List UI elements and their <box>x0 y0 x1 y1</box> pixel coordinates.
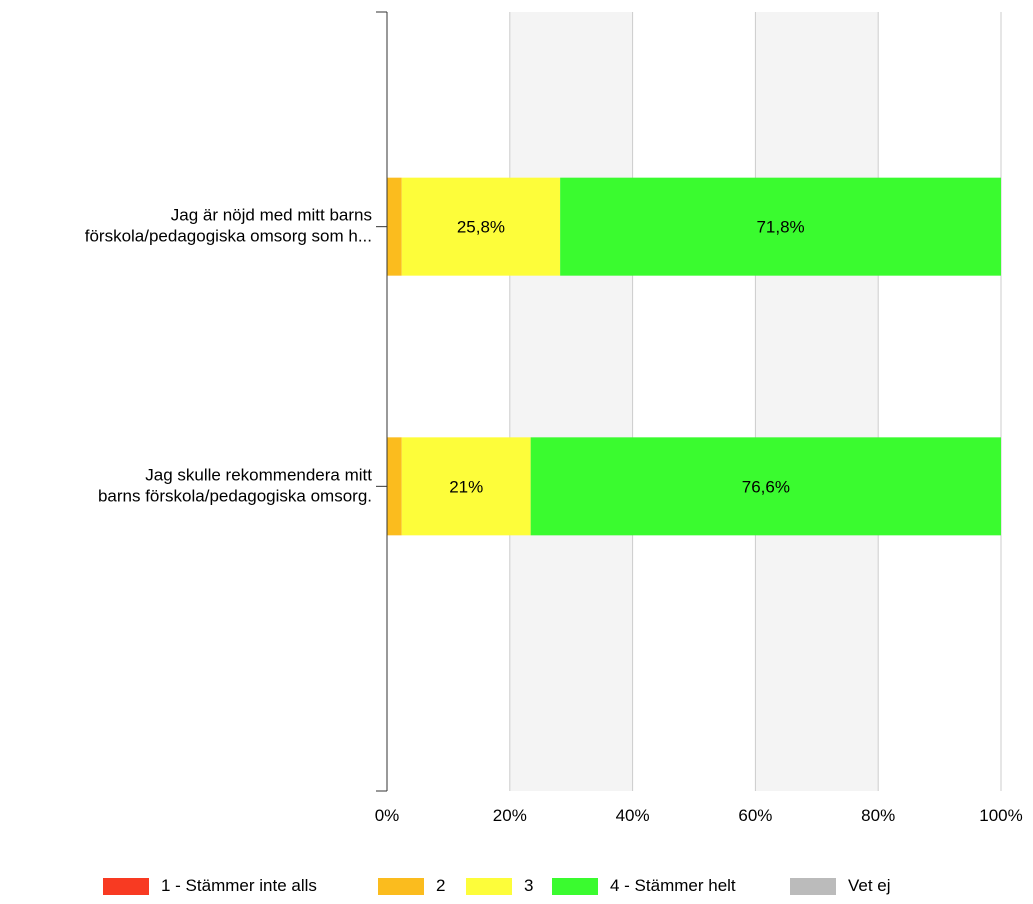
bar-segment <box>401 177 561 276</box>
grid-band <box>755 12 879 791</box>
x-tick-label: 0% <box>375 806 400 825</box>
legend-label: 1 - Stämmer inte alls <box>161 876 317 895</box>
bar-segment <box>560 177 1001 276</box>
grid-band <box>509 12 633 791</box>
bar-segment <box>401 437 531 536</box>
chart-legend: 1 - Stämmer inte alls 2 3 4 - Stämmer helt V… <box>0 876 1033 904</box>
legend-label: 2 <box>436 876 446 895</box>
data-label: 25,8% <box>457 218 505 237</box>
x-tick-label: 60% <box>738 806 772 825</box>
legend-label: Vet ej <box>848 876 891 895</box>
legend-swatch <box>466 877 512 895</box>
legend-item: 3 <box>466 876 533 896</box>
category-label: Jag skulle rekommendera mitt <box>145 465 372 484</box>
legend-swatch <box>790 877 836 895</box>
legend-label: 4 - Stämmer helt <box>610 876 736 895</box>
legend-item: 2 <box>378 876 445 896</box>
legend-item: Vet ej <box>790 876 891 896</box>
legend-item: 4 - Stämmer helt <box>552 876 736 896</box>
legend-swatch <box>378 877 424 895</box>
legend-swatch <box>103 877 149 895</box>
legend-swatch <box>552 877 598 895</box>
legend-label: 3 <box>524 876 534 895</box>
legend-item: 1 - Stämmer inte alls <box>103 876 317 896</box>
data-label: 21% <box>449 477 483 496</box>
data-label: 71,8% <box>756 218 804 237</box>
data-label: 76,6% <box>742 477 790 496</box>
bar-segment <box>387 177 402 276</box>
bar-segment <box>530 437 1001 536</box>
category-label: Jag är nöjd med mitt barns <box>171 206 372 225</box>
x-tick-label: 80% <box>861 806 895 825</box>
x-tick-label: 40% <box>616 806 650 825</box>
x-tick-label: 100% <box>979 806 1022 825</box>
bar-segment <box>387 437 402 536</box>
category-label: förskola/pedagogiska omsorg som h... <box>85 227 372 246</box>
category-label: barns förskola/pedagogiska omsorg. <box>98 486 372 505</box>
x-tick-label: 20% <box>493 806 527 825</box>
stacked-bar-chart: 25,8% 71,8% Jag är nöjd med mitt barns förs… <box>85 11 1023 825</box>
